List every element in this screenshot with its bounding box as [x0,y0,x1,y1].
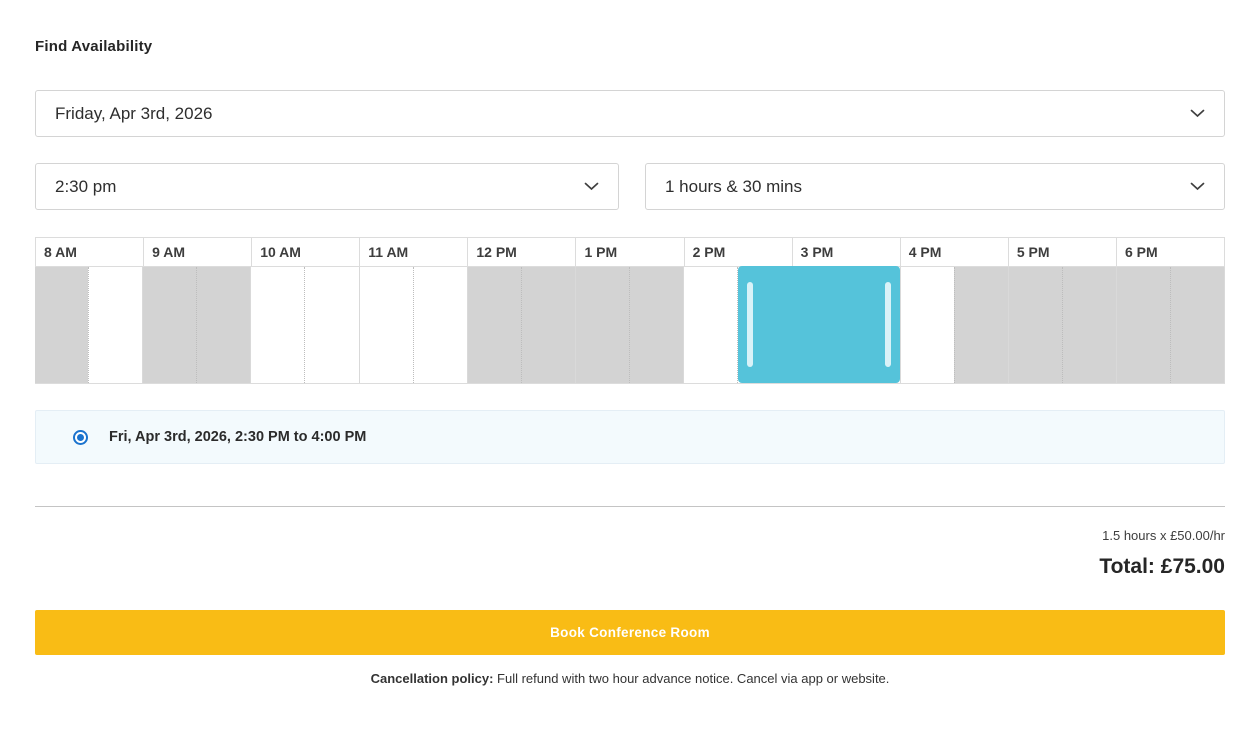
booking-summary-label: Fri, Apr 3rd, 2026, 2:30 PM to 4:00 PM [109,429,367,445]
timeslot-booked [1008,267,1062,383]
cancellation-policy: Cancellation policy: Full refund with tw… [35,671,1225,686]
timeline-hour-header: 8 AM 9 AM 10 AM 11 AM 12 PM 1 PM 2 PM 3 PM 4 PM 5… [35,237,1225,267]
hour-column [900,267,1009,383]
timeslot-booked [1169,267,1225,383]
page-title: Find Availability [35,38,153,55]
hour-label: 1 PM [576,238,685,266]
hour-label: 9 AM [144,238,253,266]
timeslot-free[interactable] [304,267,359,383]
timeslot-free[interactable] [359,267,413,383]
timeslot-booked [467,267,521,383]
hour-column [1116,267,1226,383]
date-select[interactable]: Friday, Apr 3rd, 2026 [35,90,1225,137]
timeslot-booked [1116,267,1170,383]
hour-column [467,267,576,383]
booking-panel: Find Availability Friday, Apr 3rd, 2026 … [35,0,1226,686]
timeslot-booked [143,267,197,383]
hour-label: 5 PM [1009,238,1117,266]
timeslot-free[interactable] [684,267,738,383]
date-select-value: Friday, Apr 3rd, 2026 [55,103,213,123]
booking-summary-option[interactable]: Fri, Apr 3rd, 2026, 2:30 PM to 4:00 PM [35,410,1225,464]
timeline-body [35,266,1226,384]
hour-label: 11 AM [360,238,469,266]
hour-column [359,267,468,383]
time-duration-row: 2:30 pm 1 hours & 30 mins [35,163,1225,210]
timeslot-free[interactable] [900,267,954,383]
duration-select-value: 1 hours & 30 mins [665,176,803,196]
timeslot-booked [953,267,1008,383]
timeslot-free[interactable] [88,267,143,383]
start-time-select[interactable]: 2:30 pm [35,163,619,210]
availability-timeline: 8 AM 9 AM 10 AM 11 AM 12 PM 1 PM 2 PM 3 PM 4 PM 5… [35,237,1226,384]
hour-column [251,267,360,383]
resize-handle-left[interactable] [747,282,754,367]
timeslot-free[interactable] [412,267,467,383]
timeslot-booked [520,267,575,383]
timeslot-booked [1061,267,1116,383]
hour-label: 10 AM [252,238,361,266]
hour-label: 12 PM [468,238,577,266]
radio-selected-icon[interactable] [73,429,88,445]
pricing-section: 1.5 hours x £50.00/hr Total: £75.00 [35,528,1225,579]
timeslot-booked [196,267,251,383]
timeslot-free[interactable] [251,267,305,383]
hour-label: 6 PM [1124,244,1158,260]
duration-select[interactable]: 1 hours & 30 mins [645,163,1225,210]
chevron-down-icon [1190,109,1205,118]
chevron-down-icon [584,182,599,191]
cancellation-policy-label: Cancellation policy: [370,671,494,686]
hour-column [1008,267,1117,383]
timeslot-booked [575,267,630,383]
timeslot-booked [629,267,684,383]
hour-column [35,267,144,383]
chevron-down-icon [1190,182,1205,191]
price-total: Total: £75.00 [1099,555,1225,578]
resize-handle-right[interactable] [885,282,892,367]
hour-label: 2 PM [685,238,793,266]
hour-label: 4 PM [901,238,1009,266]
price-breakdown: 1.5 hours x £50.00/hr [1102,528,1225,543]
selected-time-range[interactable] [738,266,901,383]
hour-label: 3 PM [793,238,901,266]
timeslot-booked [35,267,89,383]
hour-label: 8 AM [36,238,145,266]
hour-column [143,267,252,383]
cancellation-policy-text: Full refund with two hour advance notice… [493,671,890,686]
hour-column [575,267,685,383]
divider [35,506,1225,507]
start-time-select-value: 2:30 pm [55,176,117,196]
book-conference-room-button[interactable]: Book Conference Room [35,610,1225,655]
